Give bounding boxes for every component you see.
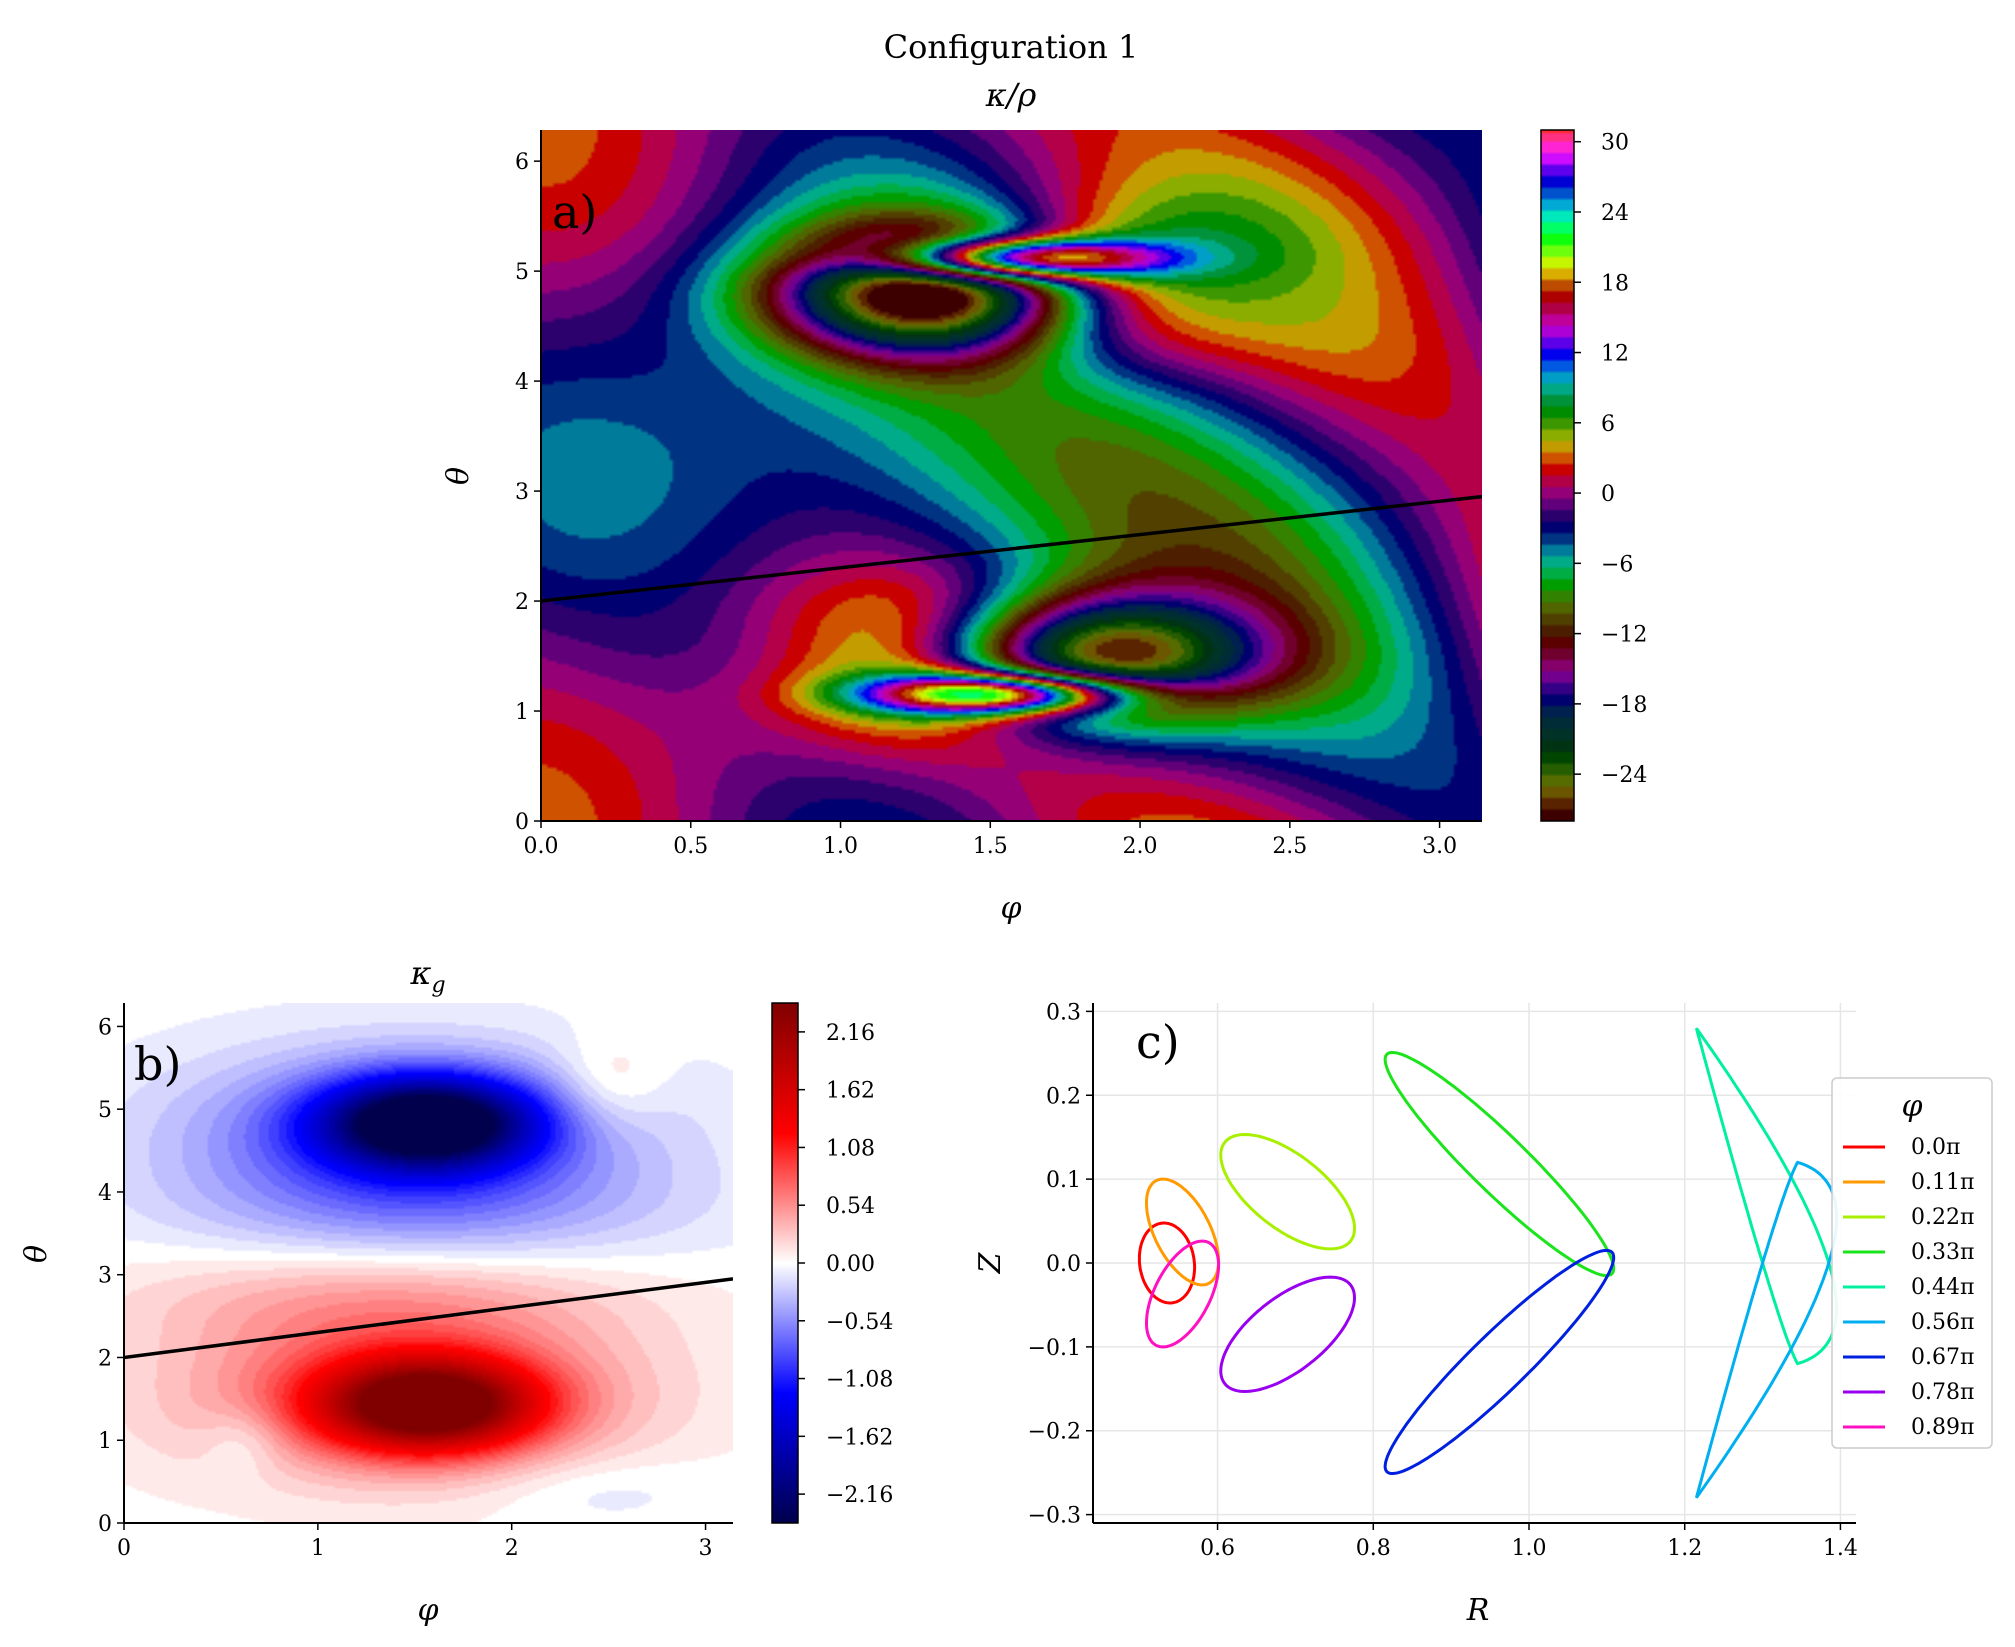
panel-b-label: b) xyxy=(134,1037,181,1091)
legend-entry-1: 0.11π xyxy=(1911,1170,1974,1195)
panel-b-ytick-label: 0 xyxy=(98,1512,112,1537)
panel-a-cbar-label: 30 xyxy=(1601,131,1629,156)
legend-entry-7: 0.78π xyxy=(1911,1380,1974,1405)
panel-b-ytick-label: 6 xyxy=(98,1015,112,1040)
panel-c-ytick-label: −0.1 xyxy=(1028,1336,1081,1361)
panel-b-cbar-label: −2.16 xyxy=(826,1483,893,1508)
panel-a-ytick-label: 3 xyxy=(515,480,529,505)
panel-a-label: a) xyxy=(552,185,597,239)
legend-entry-4: 0.44π xyxy=(1911,1275,1974,1300)
panel-a-cbar-label: −12 xyxy=(1601,623,1647,648)
legend-title: φ xyxy=(1901,1089,1922,1124)
panel-b-title: κg xyxy=(409,954,445,998)
panel-a-heatmap xyxy=(541,130,1482,821)
panel-a-colorbar xyxy=(1541,130,1574,821)
panel-a-xtick-label: 0.5 xyxy=(673,834,708,859)
legend-entry-8: 0.89π xyxy=(1911,1415,1974,1440)
series-curve-6 xyxy=(1383,1248,1616,1475)
panel-a-ytick-label: 5 xyxy=(515,260,529,285)
panel-b-ytick-label: 1 xyxy=(98,1429,112,1454)
panel-a-field-line xyxy=(541,494,1482,603)
legend-entry-5: 0.56π xyxy=(1911,1310,1974,1335)
panel-b-cbar-label: −0.54 xyxy=(826,1310,893,1335)
panel-c-ytick-label: 0.3 xyxy=(1046,1000,1081,1025)
panel-c-xtick-label: 1.0 xyxy=(1512,1536,1547,1561)
panel-b-cbar-label: 0.54 xyxy=(826,1194,875,1219)
panel-a-colorbar-frame xyxy=(1540,129,1575,822)
panel-c-ytick-label: 0.0 xyxy=(1046,1252,1081,1277)
panel-a-title: κ/ρ xyxy=(985,76,1037,114)
legend-entry-2: 0.22π xyxy=(1911,1205,1974,1230)
panel-b-field-line xyxy=(124,1277,733,1360)
panel-a-xtick-label: 1.0 xyxy=(823,834,858,859)
panel-a-xlabel: φ xyxy=(1000,891,1021,926)
panel-a-xtick-label: 0.0 xyxy=(524,834,559,859)
panel-c-label: c) xyxy=(1136,1015,1180,1069)
panel-a-cbar-label: 0 xyxy=(1601,482,1615,507)
panel-a-ytick-label: 0 xyxy=(515,810,529,835)
legend-entry-0: 0.0π xyxy=(1911,1135,1960,1160)
panel-c: 0.6 0.8 1.0 1.2 1.40.30.20.10.0−0.1−0.2−0.3 … xyxy=(973,1000,1993,1628)
panel-a-ytick-label: 6 xyxy=(515,150,529,175)
panel-a-cbar-label: −18 xyxy=(1601,693,1647,718)
panel-a-ytick-label: 4 xyxy=(515,370,529,395)
panel-c-legend: φ 0.0π 0.11π 0.22π 0.33π 0.44π 0.56π 0.67π 0.78… xyxy=(1831,1077,1993,1449)
series-curve-5 xyxy=(1694,1160,1839,1499)
panel-b-ytick-label: 2 xyxy=(98,1346,112,1371)
panel-a-cbar-label: 12 xyxy=(1601,342,1629,367)
panel-b-ytick-label: 3 xyxy=(98,1264,112,1289)
panel-b-cbar-label: 1.62 xyxy=(826,1079,875,1104)
panel-a-ylabel: θ xyxy=(441,467,476,485)
figure-title: Configuration 1 xyxy=(884,28,1139,66)
panel-a-xtick-label: 3.0 xyxy=(1422,834,1457,859)
panel-c-xtick-label: 0.6 xyxy=(1200,1536,1235,1561)
panel-b-colorbar xyxy=(771,1002,799,1524)
panel-b-xtick-label: 1 xyxy=(311,1536,325,1561)
panel-b-cbar-label: 2.16 xyxy=(826,1021,875,1046)
panel-a-cbar-label: −6 xyxy=(1601,552,1633,577)
panel-c-ytick-label: −0.3 xyxy=(1028,1504,1081,1529)
series-curve-1 xyxy=(1145,1177,1221,1287)
panel-b: κg 0 1 2 3 0 1 2 3 4 5 6 b) φ θ 2.16 1.62 1.08 0.54 0.… xyxy=(19,954,893,1628)
series-curve-8 xyxy=(1145,1239,1221,1349)
panel-b-xlabel: φ xyxy=(417,1593,438,1628)
panel-a-cbar-label: 6 xyxy=(1601,412,1615,437)
series-curve-2 xyxy=(1219,1132,1357,1251)
panel-b-ylabel: θ xyxy=(19,1245,54,1263)
panel-c-xtick-label: 0.8 xyxy=(1356,1536,1391,1561)
panel-a-ytick-label: 2 xyxy=(515,590,529,615)
panel-c-ytick-label: −0.2 xyxy=(1028,1420,1081,1445)
panel-c-ytick-label: 0.2 xyxy=(1046,1084,1081,1109)
panel-a-xtick-label: 2.0 xyxy=(1123,834,1158,859)
panel-b-xtick-label: 2 xyxy=(505,1536,519,1561)
panel-a-cbar-label: 18 xyxy=(1601,271,1629,296)
panel-c-xtick-label: 1.4 xyxy=(1823,1536,1858,1561)
panel-a-cbar-label: 24 xyxy=(1601,201,1629,226)
panel-b-cbar-label: −1.62 xyxy=(826,1425,893,1450)
panel-b-ytick-label: 5 xyxy=(98,1098,112,1123)
panel-c-ylabel: Z xyxy=(973,1251,1008,1274)
panel-b-ytick-label: 4 xyxy=(98,1181,112,1206)
panel-a-xtick-label: 1.5 xyxy=(973,834,1008,859)
panel-b-cbar-label: −1.08 xyxy=(826,1368,893,1393)
panel-a-cbar-label: −24 xyxy=(1601,763,1647,788)
panel-a-ytick-label: 1 xyxy=(515,700,529,725)
series-curve-0 xyxy=(1137,1221,1197,1305)
panel-c-xtick-label: 1.2 xyxy=(1667,1536,1702,1561)
series-curve-7 xyxy=(1219,1275,1357,1394)
panel-c-xlabel: R xyxy=(1466,1593,1490,1628)
panel-b-xtick-label: 3 xyxy=(699,1536,713,1561)
panel-c-ytick-label: 0.1 xyxy=(1046,1168,1081,1193)
series-curve-3 xyxy=(1383,1051,1616,1278)
series-curve-4 xyxy=(1694,1027,1839,1366)
panel-a-xtick-label: 2.5 xyxy=(1272,834,1307,859)
panel-b-cbar-label: 0.00 xyxy=(826,1252,875,1277)
legend-entry-3: 0.33π xyxy=(1911,1240,1974,1265)
panel-b-heatmap xyxy=(124,1003,733,1523)
legend-entry-6: 0.67π xyxy=(1911,1345,1974,1370)
panel-b-cbar-label: 1.08 xyxy=(826,1136,875,1161)
panel-b-xtick-label: 0 xyxy=(117,1536,131,1561)
